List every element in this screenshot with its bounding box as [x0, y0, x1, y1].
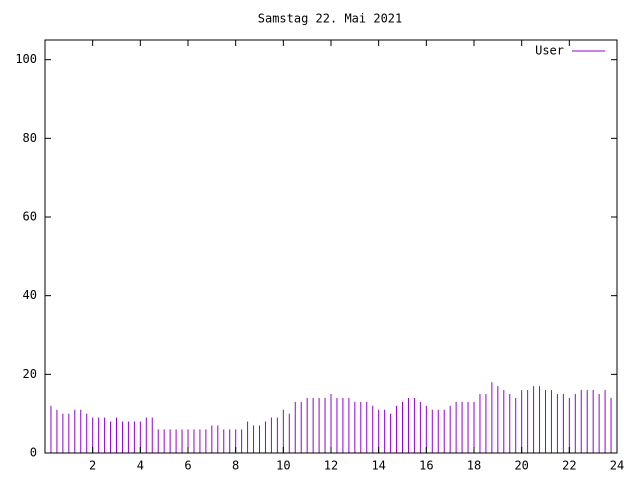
x-tick-label: 4 [137, 459, 144, 473]
x-tick-label: 2 [89, 459, 96, 473]
y-tick-label: 0 [30, 446, 37, 460]
y-tick-label: 60 [23, 210, 37, 224]
x-tick-label: 24 [610, 459, 624, 473]
y-tick-label: 100 [15, 52, 37, 66]
y-tick-label: 80 [23, 131, 37, 145]
x-tick-label: 22 [562, 459, 576, 473]
x-tick-label: 18 [467, 459, 481, 473]
y-tick-label: 40 [23, 288, 37, 302]
x-tick-label: 10 [276, 459, 290, 473]
x-tick-label: 8 [232, 459, 239, 473]
x-tick-label: 16 [419, 459, 433, 473]
chart-title: Samstag 22. Mai 2021 [258, 12, 403, 26]
legend-label: User [535, 44, 564, 58]
x-tick-label: 12 [324, 459, 338, 473]
x-tick-label: 14 [371, 459, 385, 473]
plot-border [44, 39, 618, 454]
x-tick-label: 6 [184, 459, 191, 473]
y-tick-label: 20 [23, 367, 37, 381]
x-tick-label: 20 [514, 459, 528, 473]
